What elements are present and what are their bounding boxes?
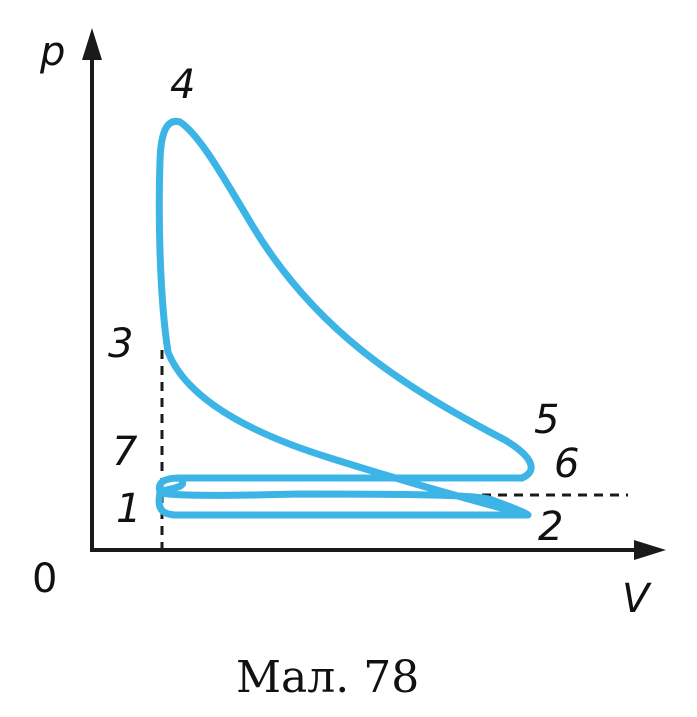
origin-label: 0 [32,556,57,602]
point-label-3: 3 [108,321,133,367]
point-label-7: 7 [112,429,138,475]
point-label-4: 4 [170,62,195,108]
point-label-6: 6 [554,441,579,487]
point-label-1: 1 [116,486,141,532]
p-axis-label: p [39,29,65,75]
point-label-2: 2 [538,504,563,550]
v-axis-arrow-icon [634,540,666,560]
cycle-curve [155,117,535,519]
point-label-5: 5 [534,397,559,443]
p-axis-arrow-icon [82,28,102,60]
v-axis-label: V [622,576,652,622]
figure-caption: Мал. 78 [236,652,419,703]
